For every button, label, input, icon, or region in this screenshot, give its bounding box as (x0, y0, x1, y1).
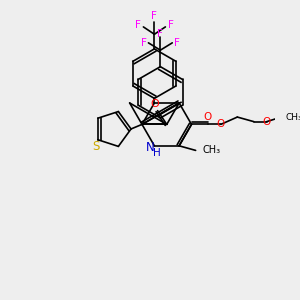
Text: N: N (146, 141, 155, 154)
Text: F: F (174, 38, 180, 48)
Text: F: F (135, 20, 141, 30)
Text: F: F (152, 11, 157, 21)
Text: CH₃: CH₃ (286, 112, 300, 122)
Text: F: F (158, 29, 163, 39)
Text: H: H (153, 148, 161, 158)
Text: O: O (204, 112, 212, 122)
Text: F: F (168, 20, 174, 30)
Text: O: O (217, 119, 225, 129)
Text: CH₃: CH₃ (202, 146, 220, 155)
Text: O: O (262, 117, 271, 127)
Text: F: F (141, 38, 147, 48)
Text: S: S (92, 140, 100, 153)
Text: O: O (151, 99, 159, 109)
